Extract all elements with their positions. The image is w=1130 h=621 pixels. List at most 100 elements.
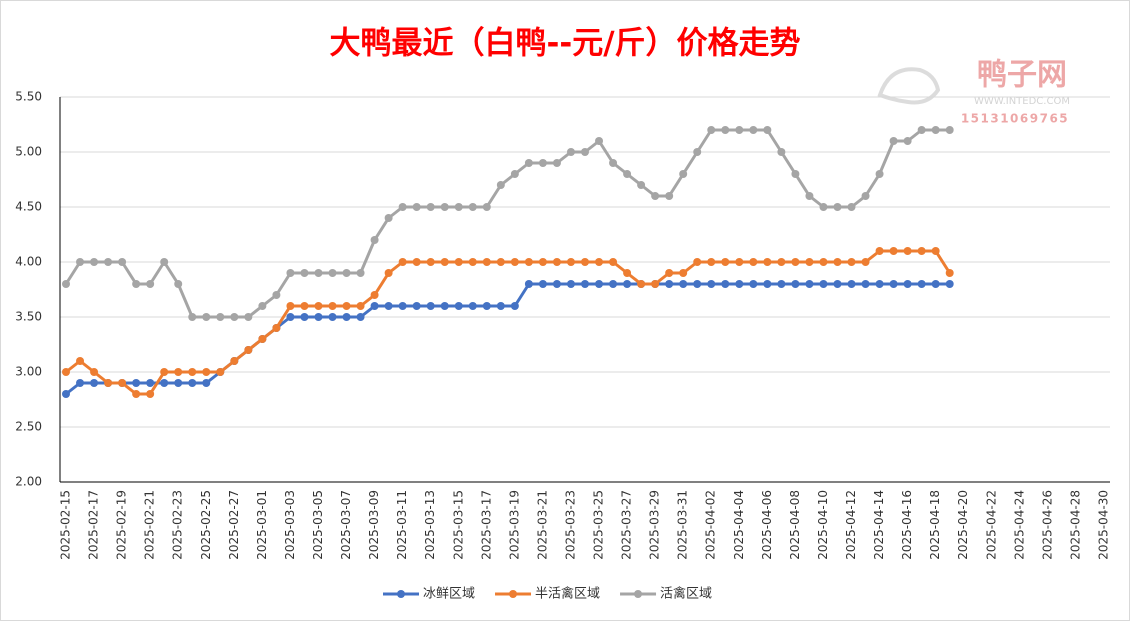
series-point	[693, 258, 702, 266]
legend-label: 冰鲜区域	[423, 587, 475, 602]
series-point	[216, 368, 225, 376]
series-point	[468, 258, 477, 266]
series-point	[160, 379, 169, 387]
watermark-logo	[877, 67, 941, 105]
x-tick-label: 2025-04-04	[732, 490, 746, 560]
series-point	[482, 302, 491, 310]
series-point	[861, 280, 870, 288]
series-line	[65, 282, 950, 396]
series-point	[524, 258, 533, 266]
x-tick-label: 2025-02-23	[171, 490, 185, 560]
series-point	[132, 280, 141, 288]
series-point	[707, 126, 716, 134]
series-point	[216, 313, 225, 321]
series-point	[595, 280, 604, 288]
x-tick-label: 2025-04-22	[984, 490, 998, 560]
series-point	[62, 390, 70, 398]
x-tick-label: 2025-02-17	[87, 490, 101, 560]
series-point	[524, 159, 533, 167]
series-point	[328, 302, 337, 310]
series-point	[847, 203, 856, 211]
series-point	[76, 357, 85, 365]
series-point	[398, 258, 407, 266]
series-point	[552, 280, 561, 288]
series-point	[132, 390, 141, 398]
series-point	[286, 313, 295, 321]
series-point	[693, 148, 702, 156]
series-point	[637, 280, 646, 288]
x-tick-label: 2025-02-27	[227, 490, 241, 560]
series-point	[917, 247, 926, 255]
y-tick-label: 5.00	[15, 145, 42, 159]
series-point	[763, 280, 772, 288]
legend-marker	[634, 590, 643, 598]
series-point	[342, 269, 351, 277]
series-point	[384, 214, 393, 222]
x-tick-label: 2025-04-14	[872, 490, 886, 560]
series-point	[356, 313, 365, 321]
series-point	[875, 170, 884, 178]
series-point	[104, 379, 113, 387]
series-point	[412, 258, 421, 266]
y-tick-label: 5.50	[15, 90, 42, 104]
series-point	[847, 280, 856, 288]
series-point	[286, 269, 295, 277]
series-point	[889, 137, 898, 145]
series-point	[426, 203, 435, 211]
x-tick-label: 2025-03-27	[620, 490, 634, 560]
x-tick-label: 2025-03-23	[563, 490, 577, 560]
x-tick-label: 2025-03-11	[395, 490, 409, 560]
y-tick-label: 2.50	[15, 420, 42, 434]
series-point	[833, 258, 842, 266]
series-point	[370, 291, 379, 299]
x-tick-label: 2025-02-15	[59, 490, 73, 560]
chart-title: 大鸭最近（白鸭--元/斤）价格走势	[329, 26, 800, 62]
series-point	[440, 302, 449, 310]
series-point	[188, 379, 197, 387]
series-point	[370, 236, 379, 244]
x-tick-label: 2025-04-30	[1097, 490, 1111, 560]
series-point	[931, 247, 940, 255]
series-point	[763, 126, 772, 134]
series-point	[118, 258, 127, 266]
series-point	[566, 280, 575, 288]
series-point	[581, 148, 589, 156]
series-point	[791, 170, 800, 178]
series-point	[258, 302, 267, 310]
series-point	[833, 280, 842, 288]
series-point	[805, 280, 814, 288]
series-point	[665, 280, 674, 288]
series-point	[623, 170, 632, 178]
series-point	[132, 379, 141, 387]
x-tick-label: 2025-03-07	[339, 490, 353, 560]
x-tick-label: 2025-04-28	[1068, 490, 1082, 560]
series-point	[258, 335, 267, 343]
x-tick-label: 2025-02-19	[115, 490, 129, 560]
series-point	[482, 258, 491, 266]
series-point	[945, 280, 954, 288]
series-point	[791, 258, 800, 266]
series-point	[538, 258, 547, 266]
series-point	[538, 159, 547, 167]
series-point	[104, 258, 113, 266]
series-point	[146, 280, 155, 288]
x-tick-label: 2025-02-25	[199, 490, 213, 560]
series-point	[623, 269, 632, 277]
x-tick-label: 2025-03-29	[648, 490, 662, 560]
series-point	[609, 159, 618, 167]
series-point	[735, 280, 744, 288]
series-point	[903, 247, 912, 255]
series-point	[272, 324, 281, 332]
series-point	[482, 203, 491, 211]
series-point	[202, 379, 211, 387]
x-tick-label: 2025-03-17	[479, 490, 493, 560]
series-line	[65, 249, 951, 396]
series-point	[538, 280, 547, 288]
series-point	[665, 192, 674, 200]
x-tick-label: 2025-04-26	[1040, 490, 1054, 560]
series-point	[552, 258, 561, 266]
series-point	[118, 379, 127, 387]
series-point	[440, 258, 449, 266]
legend-marker	[397, 590, 405, 598]
